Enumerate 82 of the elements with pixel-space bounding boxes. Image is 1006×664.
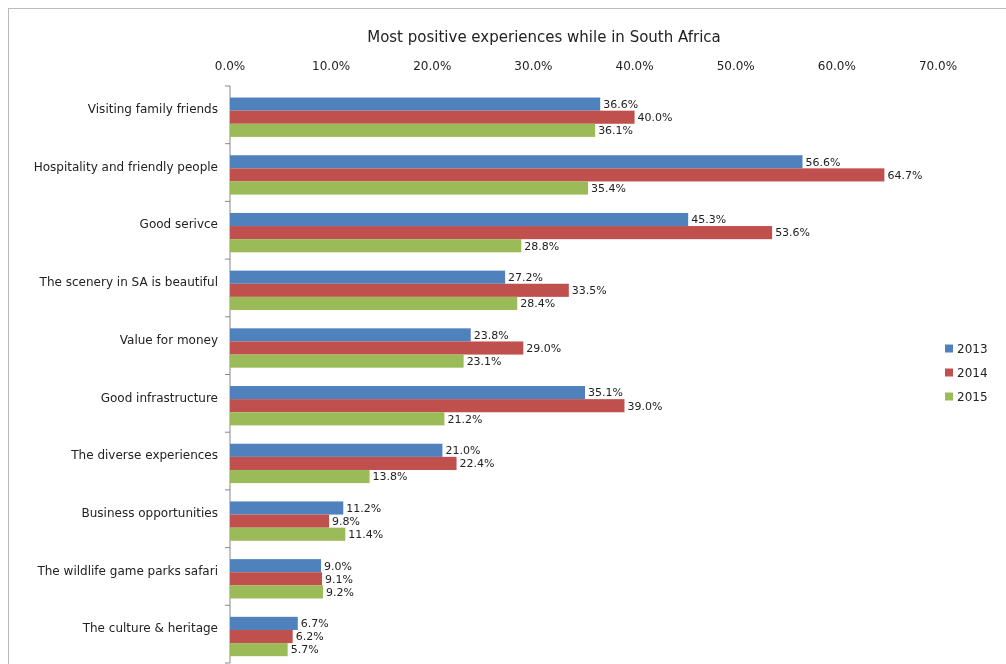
y-tick-label: The diverse experiences bbox=[70, 448, 218, 463]
bar bbox=[230, 239, 522, 253]
data-label: 33.5% bbox=[571, 284, 607, 298]
bar bbox=[230, 155, 803, 169]
bar bbox=[230, 212, 689, 227]
y-tick-label: The scenery in SA is beautiful bbox=[38, 275, 218, 290]
y-tick-label: Value for money bbox=[119, 332, 218, 347]
data-label: 36.6% bbox=[603, 97, 639, 111]
data-label: 28.4% bbox=[520, 297, 556, 311]
y-tick-label: Visiting family friends bbox=[87, 102, 218, 117]
data-label: 6.7% bbox=[300, 617, 329, 631]
bar bbox=[230, 629, 293, 644]
data-label: 53.6% bbox=[775, 226, 811, 240]
data-label: 45.3% bbox=[691, 213, 727, 227]
bar bbox=[230, 616, 298, 630]
bar bbox=[230, 226, 773, 240]
data-label: 11.2% bbox=[346, 501, 382, 515]
bar bbox=[230, 572, 323, 586]
bar bbox=[230, 412, 445, 426]
data-label: 35.4% bbox=[591, 181, 626, 195]
data-label: 40.0% bbox=[637, 111, 673, 125]
data-label: 23.8% bbox=[473, 328, 509, 342]
bar bbox=[230, 643, 288, 657]
data-label: 9.8% bbox=[332, 514, 361, 528]
y-tick-label: The culture & heritage bbox=[81, 621, 218, 636]
bar bbox=[230, 456, 457, 470]
data-label: 35.1% bbox=[588, 386, 623, 400]
bar bbox=[230, 585, 324, 599]
bar bbox=[230, 270, 506, 284]
data-label: 13.8% bbox=[372, 470, 408, 484]
legend-label: 2014 bbox=[957, 365, 988, 380]
bar bbox=[230, 328, 471, 342]
x-tick-label: 50.0% bbox=[716, 59, 755, 73]
x-tick-label: 20.0% bbox=[413, 59, 452, 73]
bar bbox=[230, 181, 589, 195]
y-tick-label: Hospitality and friendly people bbox=[33, 159, 218, 174]
bar bbox=[230, 443, 443, 457]
x-tick-label: 10.0% bbox=[312, 59, 351, 73]
data-label: 11.4% bbox=[348, 528, 384, 542]
bar bbox=[230, 527, 346, 541]
bar bbox=[230, 469, 370, 484]
bar bbox=[230, 501, 344, 515]
bar bbox=[230, 354, 464, 368]
chart-title: Most positive experiences while in South Africa bbox=[367, 28, 721, 46]
bar bbox=[230, 386, 586, 400]
data-label: 9.0% bbox=[324, 559, 352, 573]
y-tick-label: The wildlife game parks safari bbox=[36, 563, 218, 578]
x-tick-label: 70.0% bbox=[918, 59, 958, 73]
data-label: 5.7% bbox=[290, 643, 319, 657]
bar bbox=[230, 168, 885, 182]
data-label: 27.2% bbox=[508, 271, 544, 285]
data-label: 21.2% bbox=[447, 412, 483, 426]
data-label: 64.7% bbox=[887, 168, 923, 182]
bar bbox=[230, 97, 601, 111]
y-tick-label: Good infrastructure bbox=[100, 390, 218, 405]
x-tick-label: 0.0% bbox=[214, 59, 246, 73]
data-label: 28.8% bbox=[524, 239, 560, 253]
legend-label: 2013 bbox=[957, 341, 988, 356]
bar bbox=[230, 399, 625, 413]
data-label: 36.1% bbox=[598, 124, 634, 138]
bar bbox=[230, 559, 322, 573]
bar bbox=[230, 123, 596, 137]
data-label: 56.6% bbox=[805, 155, 841, 169]
data-label: 6.2% bbox=[295, 630, 324, 644]
y-tick-label: Good serivce bbox=[139, 217, 218, 232]
bar bbox=[230, 110, 635, 124]
bar bbox=[230, 514, 330, 528]
data-label: 9.2% bbox=[326, 585, 354, 599]
data-label: 29.0% bbox=[526, 341, 562, 355]
data-label: 9.1% bbox=[325, 572, 353, 586]
y-tick-label: Business opportunities bbox=[81, 505, 218, 520]
data-label: 22.4% bbox=[459, 457, 495, 471]
x-tick-label: 40.0% bbox=[615, 59, 654, 73]
bar bbox=[230, 283, 569, 297]
data-label: 23.1% bbox=[466, 354, 502, 368]
x-tick-label: 30.0% bbox=[514, 59, 553, 73]
data-label: 39.0% bbox=[627, 399, 663, 413]
legend-label: 2015 bbox=[957, 389, 988, 404]
bar bbox=[230, 341, 524, 355]
data-label: 21.0% bbox=[445, 444, 481, 458]
bar bbox=[230, 296, 518, 310]
x-tick-label: 60.0% bbox=[817, 59, 856, 73]
